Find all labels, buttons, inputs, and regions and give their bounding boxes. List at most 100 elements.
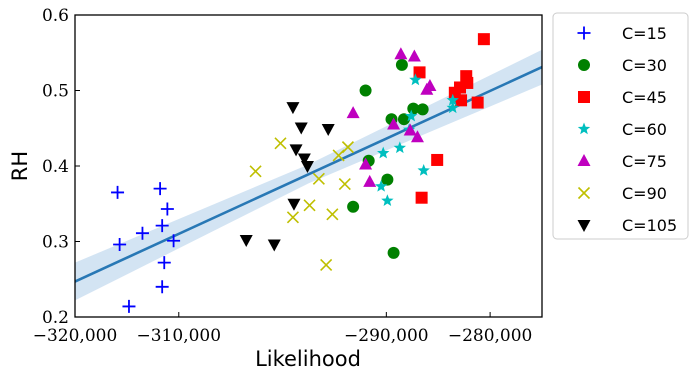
series-c-75	[346, 47, 437, 187]
y-tick-label: 0.6	[42, 6, 69, 26]
data-point	[423, 78, 437, 91]
data-point	[312, 172, 325, 185]
data-point	[403, 123, 417, 136]
data-point	[267, 239, 281, 252]
legend-label: C=90	[622, 184, 667, 203]
legend-item: C=75	[577, 152, 667, 171]
data-point	[122, 299, 136, 313]
legend: C=15 C=30 C=45 C=60 C=75 C=90 C=105	[552, 12, 689, 240]
data-point	[363, 174, 377, 187]
legend-marker	[578, 91, 590, 103]
data-point	[287, 198, 301, 211]
x-axis-title: Likelihood	[255, 347, 361, 371]
data-point	[359, 84, 372, 97]
legend-item: C=30	[578, 56, 667, 75]
data-point	[416, 103, 429, 116]
data-point	[341, 141, 355, 154]
legend-item: C=90	[577, 184, 667, 203]
data-point	[410, 130, 424, 143]
data-point	[249, 165, 262, 178]
y-tick-label: 0.4	[42, 157, 69, 177]
x-axis-ticks: −320,000 −310,000 −290,000 −280,000	[33, 312, 533, 346]
legend-marker	[577, 220, 591, 232]
data-point	[113, 238, 127, 252]
data-point	[393, 141, 407, 154]
series-c-105	[239, 102, 335, 252]
legend-item: C=60	[577, 120, 667, 139]
legend-label: C=60	[622, 120, 667, 139]
data-point	[160, 202, 174, 216]
data-point	[320, 258, 333, 271]
legend-marker	[578, 59, 590, 71]
y-tick-label: 0.2	[42, 308, 69, 328]
legend-item: C=45	[578, 88, 667, 107]
data-point	[387, 246, 400, 259]
data-point	[461, 76, 474, 89]
data-point	[395, 58, 408, 71]
data-point	[455, 94, 468, 107]
x-tick-label: −320,000	[33, 326, 118, 346]
data-point	[381, 173, 394, 186]
legend-frame	[552, 12, 689, 240]
data-point	[286, 102, 300, 115]
y-tick-label: 0.5	[42, 82, 69, 102]
data-point	[417, 164, 430, 176]
data-point	[321, 124, 335, 137]
data-point	[239, 234, 253, 247]
series-c-90	[249, 137, 355, 271]
data-point	[387, 117, 401, 130]
legend-item: C=105	[577, 216, 677, 235]
data-point	[409, 73, 422, 86]
data-point	[289, 144, 303, 157]
data-points	[111, 33, 490, 313]
legend-item: C=15	[577, 24, 667, 43]
data-point	[374, 179, 388, 192]
data-point	[155, 219, 169, 233]
y-axis-title: RH	[8, 151, 32, 181]
series-c-45	[413, 33, 490, 204]
data-point	[274, 137, 287, 150]
legend-label: C=105	[622, 216, 677, 235]
y-axis-ticks: 0.2 0.3 0.4 0.5 0.6	[42, 6, 80, 328]
data-point	[407, 49, 421, 62]
data-point	[347, 200, 360, 213]
data-point	[446, 93, 459, 106]
legend-label: C=45	[622, 88, 667, 107]
data-point	[294, 122, 308, 135]
legend-label: C=30	[622, 56, 667, 75]
legend-marker	[577, 154, 591, 166]
data-point	[381, 194, 394, 206]
legend-label: C=15	[622, 24, 667, 43]
x-tick-label: −280,000	[448, 326, 533, 346]
data-point	[338, 178, 351, 191]
plot-area	[75, 33, 542, 313]
data-point	[135, 226, 149, 240]
data-point	[155, 280, 169, 294]
data-point	[111, 185, 125, 199]
x-tick-label: −310,000	[137, 326, 222, 346]
data-point	[413, 66, 426, 79]
data-point	[167, 234, 181, 248]
data-point	[407, 102, 420, 115]
data-point	[397, 113, 410, 126]
data-point	[431, 153, 444, 166]
data-point	[303, 199, 316, 212]
data-point	[326, 208, 339, 221]
data-point	[153, 182, 167, 196]
data-point	[300, 161, 314, 173]
data-point	[394, 47, 408, 60]
data-point	[346, 106, 360, 119]
legend-label: C=75	[622, 152, 667, 171]
x-tick-label: −290,000	[344, 326, 429, 346]
legend-marker	[577, 26, 591, 40]
data-point	[157, 256, 171, 270]
series-c-15	[111, 182, 181, 313]
data-point	[286, 211, 299, 224]
data-point	[446, 101, 459, 114]
legend-marker	[577, 122, 591, 135]
data-point	[471, 96, 484, 109]
data-point	[477, 33, 490, 46]
legend-marker	[577, 186, 591, 200]
data-point	[405, 109, 418, 122]
